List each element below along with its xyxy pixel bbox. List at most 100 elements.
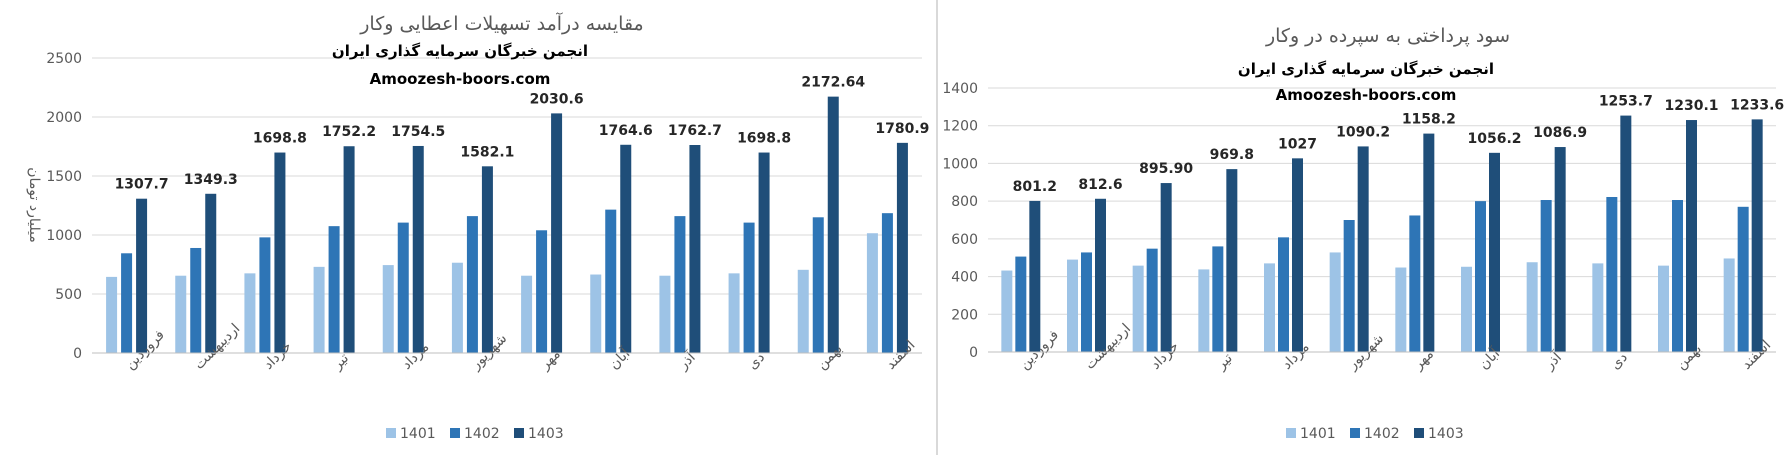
y-tick-label: 0	[73, 346, 82, 362]
bar-1403-11	[1751, 119, 1763, 352]
data-label: 801.2	[1013, 179, 1057, 195]
y-tick-label: 500	[55, 287, 82, 303]
bar-1403-0	[136, 198, 148, 353]
bar-1402-7	[605, 209, 617, 353]
data-label: 969.8	[1210, 147, 1254, 163]
bar-1401-11	[866, 233, 878, 353]
deposit-interest-chart-svg: 0 200 400 600 800 1000 1200 1400 سود پرداختی به …	[942, 25, 1784, 442]
data-label: 1233.6	[1730, 97, 1784, 113]
data-label: 1752.2	[322, 124, 376, 140]
bar-1402-0	[121, 253, 133, 353]
data-label: 2030.6	[530, 91, 584, 107]
data-label: 1230.1	[1664, 98, 1718, 114]
bar-1401-9	[1592, 263, 1604, 352]
bar-1403-1	[205, 193, 217, 353]
y-tick-label: 1000	[46, 228, 82, 244]
bar-1401-0	[1001, 270, 1013, 352]
bar-1401-3	[1198, 269, 1210, 352]
bar-1401-9	[728, 273, 740, 353]
data-label: 1582.1	[460, 144, 514, 160]
bar-1401-4	[1264, 263, 1275, 352]
bar-1402-11	[881, 213, 893, 353]
bar-1403-6	[551, 113, 563, 354]
bar-1403-9	[1620, 115, 1632, 352]
bar-1402-5	[466, 216, 478, 353]
bar-1402-9	[1606, 196, 1618, 352]
bar-1403-3	[1226, 169, 1238, 352]
bar-1402-6	[1409, 215, 1421, 352]
data-label: 2172.64	[801, 75, 865, 91]
watermark-line2: Amoozesh-boors.com	[370, 70, 551, 88]
y-tick-label: 800	[951, 194, 978, 210]
bar-1402-1	[190, 247, 202, 353]
data-label: 812.6	[1078, 177, 1122, 193]
bar-1402-3	[328, 226, 340, 353]
y-tick-label: 2500	[46, 51, 82, 67]
chart-panel-deposit-interest: 0 200 400 600 800 1000 1200 1400 سود پرداختی به …	[938, 0, 1792, 455]
watermark-line2: Amoozesh-boors.com	[1276, 86, 1457, 104]
watermark-line1: انجمن خبرگان سرمایه گذاری ایران	[1238, 60, 1494, 78]
data-label: 1698.8	[253, 131, 307, 147]
bar-1401-6	[1395, 267, 1407, 352]
data-label: 1090.2	[1336, 124, 1390, 140]
bar-1401-8	[659, 275, 671, 353]
bar-1401-6	[521, 275, 533, 353]
legend-swatch-1403	[514, 428, 524, 438]
bar-1401-1	[175, 275, 187, 353]
y-tick-label: 1500	[46, 169, 82, 185]
bar-1401-1	[1067, 259, 1078, 352]
data-label: 1253.7	[1599, 94, 1653, 110]
bar-1401-2	[1132, 265, 1144, 352]
chart-panel-income: 0 500 1000 1500 2000 2500 مقایسه درآمد تسهیلات…	[26, 11, 929, 442]
bar-1403-9	[758, 152, 770, 353]
y-tick-label: 2000	[46, 110, 82, 126]
bar-1403-5	[481, 166, 493, 353]
data-label: 1027	[1278, 136, 1317, 152]
data-label: 895.90	[1139, 161, 1193, 177]
bar-1402-8	[674, 216, 686, 353]
legend-swatch-1402	[1350, 428, 1360, 438]
bar-1403-4	[412, 145, 424, 353]
data-label: 1158.2	[1402, 112, 1456, 128]
bar-1401-3	[313, 266, 325, 353]
y-tick-label: 600	[951, 232, 978, 248]
bar-1403-11	[896, 142, 908, 353]
income-chart-svg: 0 500 1000 1500 2000 2500 مقایسه درآمد تسهیلات…	[26, 11, 929, 442]
bar-1402-5	[1343, 220, 1355, 352]
bar-1402-6	[536, 230, 548, 353]
chart-title: مقایسه درآمد تسهیلات اعطایی وکار	[359, 11, 643, 35]
data-label: 1349.3	[184, 172, 238, 188]
bar-1402-2	[259, 237, 271, 353]
data-label: 1780.9	[875, 121, 929, 137]
category-label: دی	[1607, 349, 1630, 372]
y-tick-label: 0	[969, 345, 978, 361]
bar-1403-4	[1292, 158, 1303, 352]
bar-1401-11	[1723, 258, 1735, 352]
bar-1403-7	[1489, 152, 1500, 352]
legend-label: 1402	[1364, 426, 1400, 442]
bar-1402-10	[1672, 200, 1683, 352]
bar-1403-10	[827, 96, 839, 353]
bar-1403-0	[1029, 200, 1041, 352]
legend-swatch-1403	[1414, 428, 1424, 438]
watermark-line1: انجمن خبرگان سرمایه گذاری ایران	[332, 42, 588, 60]
data-label: 1762.7	[668, 123, 722, 139]
bar-1402-0	[1015, 256, 1027, 352]
panel-divider	[936, 0, 938, 455]
bar-1402-2	[1146, 248, 1158, 352]
bar-1403-6	[1423, 133, 1435, 352]
bar-1402-11	[1737, 206, 1749, 352]
category-label: تیر	[329, 350, 352, 373]
bar-1401-8	[1526, 262, 1538, 352]
legend-label: 1403	[528, 426, 564, 442]
bar-1402-7	[1475, 201, 1486, 352]
legend-label: 1401	[1300, 426, 1336, 442]
y-axis-label: میلیارد تومان	[26, 167, 42, 242]
legend-label: 1403	[1428, 426, 1464, 442]
category-label: تیر	[1213, 350, 1236, 373]
bar-1403-2	[1160, 183, 1172, 352]
y-tick-label: 200	[951, 307, 978, 323]
bar-1403-8	[689, 145, 701, 353]
bar-1402-1	[1081, 252, 1092, 352]
bar-1402-4	[1278, 237, 1289, 352]
